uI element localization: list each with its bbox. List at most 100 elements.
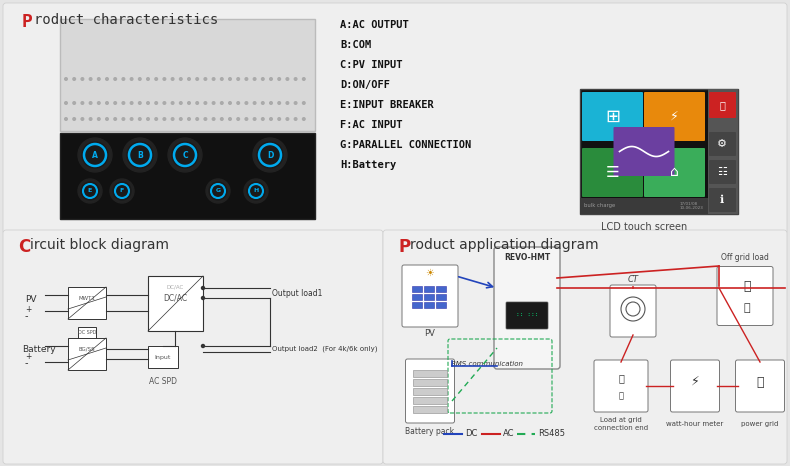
Bar: [436, 286, 446, 292]
Text: F:AC INPUT: F:AC INPUT: [340, 120, 402, 130]
Circle shape: [253, 138, 287, 172]
Circle shape: [286, 78, 288, 80]
Bar: [413, 379, 447, 386]
Circle shape: [261, 102, 264, 104]
Circle shape: [163, 118, 166, 120]
Circle shape: [254, 78, 256, 80]
Circle shape: [220, 118, 223, 120]
FancyBboxPatch shape: [582, 92, 643, 141]
Circle shape: [213, 118, 215, 120]
Text: :: :::: :: :::: [516, 313, 538, 317]
Text: Output load1: Output load1: [272, 288, 322, 297]
Circle shape: [179, 118, 182, 120]
Text: H:Battery: H:Battery: [340, 160, 397, 170]
Circle shape: [114, 78, 116, 80]
FancyBboxPatch shape: [3, 3, 787, 234]
FancyBboxPatch shape: [383, 230, 787, 464]
Bar: [708, 89, 738, 214]
Circle shape: [237, 118, 239, 120]
FancyBboxPatch shape: [671, 360, 720, 412]
Text: B: B: [137, 151, 143, 159]
Bar: [60, 133, 315, 219]
Circle shape: [201, 344, 205, 348]
FancyBboxPatch shape: [644, 148, 705, 197]
Circle shape: [228, 118, 231, 120]
Circle shape: [155, 102, 157, 104]
Bar: [580, 198, 708, 214]
Circle shape: [113, 182, 131, 200]
Circle shape: [204, 102, 207, 104]
Circle shape: [110, 179, 134, 203]
Bar: [412, 302, 422, 308]
Circle shape: [89, 102, 92, 104]
Text: ircuit block diagram: ircuit block diagram: [30, 238, 169, 252]
Circle shape: [106, 118, 108, 120]
Circle shape: [269, 118, 273, 120]
Bar: [68, 338, 106, 370]
Circle shape: [147, 118, 149, 120]
Text: E:INPUT BREAKER: E:INPUT BREAKER: [340, 100, 434, 110]
Circle shape: [78, 179, 102, 203]
Text: A: A: [92, 151, 98, 159]
Text: DC SPD: DC SPD: [77, 330, 96, 336]
Bar: [580, 89, 738, 214]
Bar: [424, 302, 434, 308]
Circle shape: [82, 142, 108, 168]
Circle shape: [127, 142, 153, 168]
Circle shape: [172, 142, 198, 168]
Circle shape: [204, 118, 207, 120]
Text: ⚙: ⚙: [717, 139, 727, 149]
Circle shape: [138, 78, 141, 80]
FancyBboxPatch shape: [644, 92, 705, 141]
Text: -: -: [25, 311, 28, 321]
Circle shape: [81, 182, 99, 200]
Circle shape: [196, 78, 198, 80]
Text: C: C: [182, 151, 188, 159]
Text: Output load2  (For 4k/6k only): Output load2 (For 4k/6k only): [272, 346, 378, 352]
Text: D:ON/OFF: D:ON/OFF: [340, 80, 390, 90]
FancyBboxPatch shape: [402, 265, 458, 327]
Bar: [412, 286, 422, 292]
Circle shape: [188, 102, 190, 104]
Text: REVO-HMT: REVO-HMT: [504, 254, 550, 262]
Circle shape: [220, 102, 223, 104]
Bar: [413, 406, 447, 413]
Circle shape: [269, 102, 273, 104]
Text: ☷: ☷: [717, 167, 727, 177]
Bar: [413, 388, 447, 395]
Circle shape: [97, 118, 100, 120]
Circle shape: [254, 118, 256, 120]
Circle shape: [269, 78, 273, 80]
Circle shape: [245, 118, 248, 120]
FancyBboxPatch shape: [709, 132, 736, 156]
Text: ☰: ☰: [606, 165, 619, 180]
Bar: [436, 302, 446, 308]
Text: DC/AC: DC/AC: [163, 294, 187, 302]
Text: power grid: power grid: [741, 421, 779, 427]
Circle shape: [213, 102, 215, 104]
Text: ⌂: ⌂: [670, 165, 679, 179]
Bar: [148, 276, 203, 331]
Bar: [436, 294, 446, 300]
Text: LCD touch screen: LCD touch screen: [601, 222, 687, 232]
Circle shape: [257, 142, 283, 168]
Circle shape: [179, 78, 182, 80]
Bar: [424, 294, 434, 300]
Circle shape: [621, 297, 645, 321]
Text: G: G: [216, 189, 220, 193]
FancyBboxPatch shape: [614, 127, 675, 176]
Text: ℹ: ℹ: [720, 195, 724, 205]
Circle shape: [81, 118, 84, 120]
Circle shape: [122, 118, 125, 120]
Circle shape: [286, 118, 288, 120]
Circle shape: [81, 102, 84, 104]
Circle shape: [130, 102, 133, 104]
Circle shape: [261, 78, 264, 80]
Text: roduct characteristics: roduct characteristics: [34, 13, 218, 27]
Circle shape: [295, 118, 297, 120]
Circle shape: [155, 78, 157, 80]
Text: ☀: ☀: [426, 268, 434, 278]
Text: Input: Input: [155, 355, 171, 359]
Circle shape: [220, 78, 223, 80]
Bar: [68, 287, 106, 319]
